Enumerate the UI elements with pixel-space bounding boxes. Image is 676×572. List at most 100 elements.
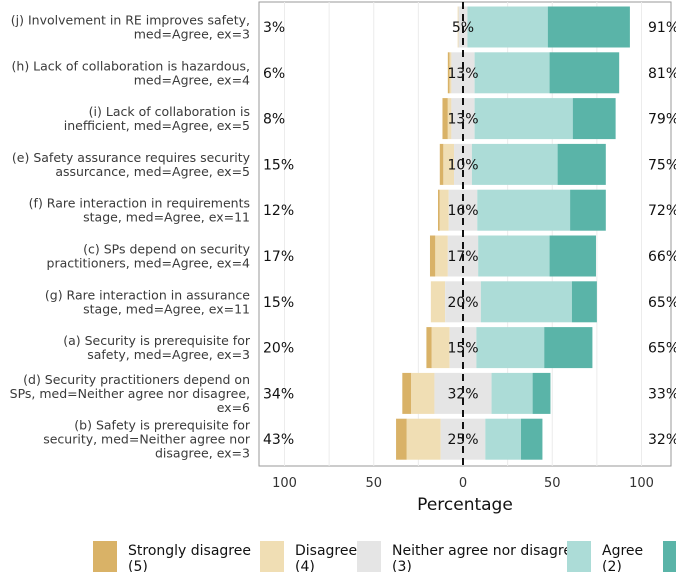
category-label: (e) Safety assurance requires security as…: [12, 150, 251, 179]
bar-agree: [467, 6, 548, 48]
center-percent-label: 5%: [452, 20, 474, 36]
left-percent-label: 8%: [263, 112, 285, 128]
x-tick-label: 100: [629, 476, 654, 491]
bar-agree: [474, 98, 573, 140]
category-label: (d) Security practitioners depend on SPs,…: [10, 372, 250, 415]
category-labels: (j) Involvement in RE improves safety, me…: [10, 13, 251, 461]
legend-swatch: [357, 541, 381, 572]
bar-neutral: [449, 327, 477, 369]
category-label: (b) Safety is prerequisite for security, …: [43, 418, 251, 461]
bar-strongly-agree: [549, 235, 596, 277]
left-percent-label: 3%: [263, 20, 285, 36]
legend-code: (5): [128, 559, 148, 572]
bar-strongly-agree: [557, 143, 606, 185]
center-percent-label: 13%: [447, 112, 478, 128]
left-percent-label: 12%: [263, 203, 294, 219]
bar-strongly-agree: [571, 281, 597, 323]
category-label: (h) Lack of collaboration is hazardous, m…: [12, 58, 251, 87]
category-label: (i) Lack of collaboration is inefficient,…: [64, 104, 250, 133]
right-percent-label: 65%: [648, 295, 676, 311]
right-percent-label: 32%: [648, 432, 676, 448]
bar-disagree: [443, 143, 455, 185]
bar-strongly-agree: [572, 98, 616, 140]
category-label: (c) SPs depend on security practitioners,…: [47, 242, 251, 271]
legend-label: Agree: [602, 543, 643, 559]
right-percent-label: 79%: [648, 112, 676, 128]
bar-strongly-agree: [532, 372, 551, 414]
x-tick-label: 100: [272, 476, 297, 491]
bar-disagree: [411, 372, 435, 414]
bar-strongly-agree: [521, 418, 543, 460]
center-percent-label: 17%: [447, 249, 478, 265]
legend-swatch: [260, 541, 284, 572]
bar-disagree: [430, 281, 446, 323]
category-label: (j) Involvement in RE improves safety, me…: [11, 13, 250, 42]
x-tick-label: 50: [365, 476, 382, 491]
bar-disagree: [431, 327, 450, 369]
bar-agree: [485, 418, 522, 460]
bar-agree: [480, 281, 572, 323]
x-axis-title: Percentage: [417, 495, 513, 515]
bar-disagree: [439, 189, 449, 231]
right-percent-label: 75%: [648, 157, 676, 173]
percent-labels: 3% 5% 91% 6% 13% 81% 8% 13% 79% 15% 10% 75% 12% 16% 72…: [263, 20, 676, 448]
bar-strongly-disagree: [438, 189, 440, 231]
right-percent-label: 66%: [648, 249, 676, 265]
center-percent-label: 16%: [447, 203, 478, 219]
bar-agree: [478, 235, 550, 277]
bar-strongly-agree: [570, 189, 606, 231]
center-percent-label: 20%: [447, 295, 478, 311]
left-percent-label: 15%: [263, 295, 294, 311]
legend-label: Neither agree nor disagree: [392, 543, 581, 559]
right-percent-label: 33%: [648, 386, 676, 402]
bar-strongly-agree: [547, 6, 630, 48]
legend-code: (2): [602, 559, 622, 572]
bar-strongly-disagree: [429, 235, 436, 277]
bar-disagree: [435, 235, 448, 277]
bars-layer: [396, 6, 630, 460]
left-percent-label: 15%: [263, 157, 294, 173]
bar-disagree: [449, 52, 452, 94]
bar-strongly-agree: [549, 52, 620, 94]
legend-swatch: [93, 541, 117, 572]
legend-label: Disagree: [295, 543, 357, 559]
legend-swatch: [567, 541, 591, 572]
center-percent-label: 10%: [447, 157, 478, 173]
bar-neutral: [451, 98, 475, 140]
category-label: (a) Security is prerequisite for safety, …: [63, 333, 251, 362]
bar-disagree: [406, 418, 441, 460]
bar-disagree: [457, 6, 459, 48]
right-percent-label: 81%: [648, 66, 676, 82]
bar-neutral: [451, 52, 475, 94]
category-label: (g) Rare interaction in assurance stage, …: [45, 287, 250, 316]
bar-strongly-disagree: [396, 418, 407, 460]
right-percent-label: 65%: [648, 341, 676, 357]
bar-agree: [477, 189, 571, 231]
right-percent-label: 91%: [648, 20, 676, 36]
x-tick-label: 50: [544, 476, 561, 491]
bar-strongly-disagree: [442, 98, 448, 140]
left-percent-label: 34%: [263, 386, 294, 402]
legend-swatch: [663, 541, 676, 572]
center-percent-label: 13%: [447, 66, 478, 82]
category-label: (f) Rare interaction in requirements stag…: [29, 196, 250, 225]
left-percent-label: 43%: [263, 432, 294, 448]
bar-disagree: [447, 98, 452, 140]
x-axis-ticks: 100 50 0 50 100: [272, 476, 654, 491]
bar-agree: [476, 327, 545, 369]
legend-code: (4): [295, 559, 315, 572]
bar-agree: [474, 52, 550, 94]
left-percent-label: 17%: [263, 249, 294, 265]
bar-agree: [471, 143, 558, 185]
left-percent-label: 20%: [263, 341, 294, 357]
left-percent-label: 6%: [263, 66, 285, 82]
bar-strongly-agree: [544, 327, 593, 369]
legend-code: (3): [392, 559, 412, 572]
bar-strongly-disagree: [439, 143, 444, 185]
bar-strongly-disagree: [402, 372, 412, 414]
center-percent-label: 32%: [447, 386, 478, 402]
legend: Strongly disagree(5) Disagree(4) Neither a…: [93, 541, 676, 572]
bar-strongly-disagree: [447, 52, 450, 94]
bar-strongly-disagree: [426, 327, 432, 369]
